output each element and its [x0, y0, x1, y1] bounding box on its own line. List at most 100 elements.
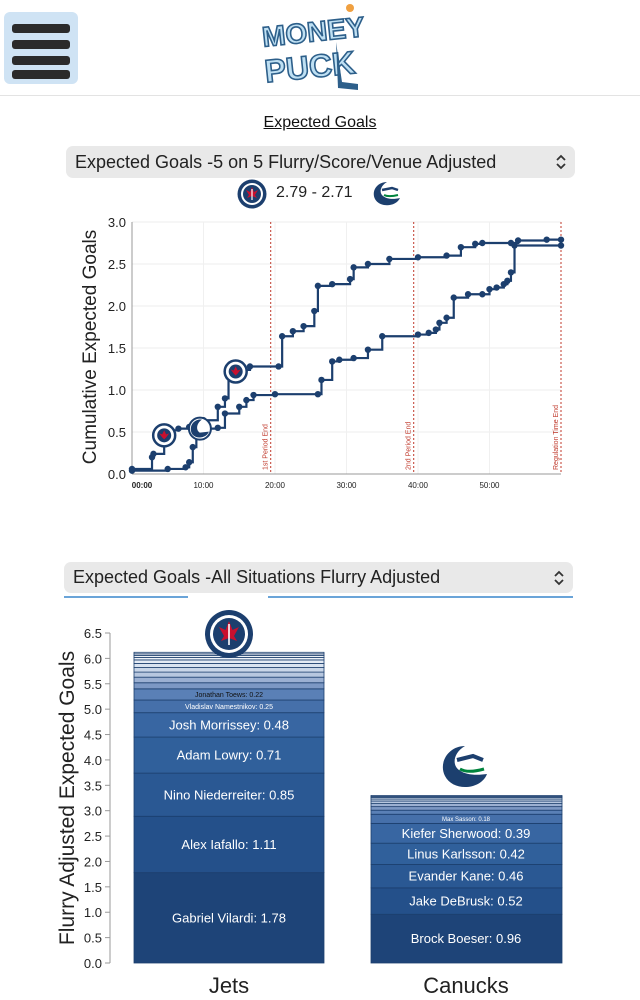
line-chart-y-tick-label: 2.5 — [108, 257, 126, 272]
select-underline-right — [268, 596, 573, 598]
bar-chart-y-tick-label: 3.5 — [84, 778, 102, 793]
period-end-label: Regulation Time End — [553, 405, 560, 470]
shot-point-canucks — [243, 396, 250, 404]
situation-select-top[interactable]: Expected Goals -5 on 5 Flurry/Score/Venu… — [66, 146, 575, 178]
stacked-bar-segment — [133, 667, 325, 673]
shot-point-canucks — [186, 459, 193, 466]
game-score: 2.79 - 2.71 — [276, 184, 353, 201]
bar-chart-y-tick-label: 1.5 — [84, 880, 102, 895]
shot-point-canucks — [425, 329, 432, 337]
shot-point-canucks — [486, 286, 493, 293]
bar-segment-label: Josh Morrissey: 0.48 — [169, 717, 289, 732]
shot-point-canucks — [182, 464, 189, 471]
shot-point-jets — [246, 363, 254, 370]
shot-point-canucks — [189, 443, 196, 451]
line-chart-x-tick-label: 10:00 — [193, 481, 214, 490]
moneypuck-logo[interactable]: MONEY PUCK — [258, 2, 370, 94]
bar-chart-y-tick-label: 6.0 — [84, 651, 102, 666]
stacked-bar-segment — [370, 803, 563, 808]
line-chart-y-tick-label: 0.5 — [108, 425, 126, 440]
bar-chart-y-tick-label: 1.0 — [84, 905, 102, 920]
stacked-bar-segment — [133, 671, 325, 678]
shot-point-canucks — [336, 356, 343, 363]
stacked-bar-segment — [133, 772, 325, 817]
bar-chart-y-tick-label: 0.5 — [84, 931, 102, 946]
line-chart-x-tick-label: 40:00 — [408, 481, 429, 490]
bar-segment-label: Kiefer Sherwood: 0.39 — [402, 826, 531, 841]
bar-chart-y-tick-label: 5.5 — [84, 677, 102, 692]
stacked-bar-segment — [370, 795, 563, 797]
shot-point-canucks — [236, 403, 243, 410]
bar-segment-label: Linus Karlsson: 0.42 — [407, 846, 525, 861]
shot-point-jets — [275, 363, 282, 370]
shot-point-canucks — [436, 319, 443, 326]
shot-point-canucks — [314, 391, 322, 398]
hamburger-menu-icon-bar — [12, 70, 70, 79]
shot-point-canucks — [450, 294, 457, 301]
shot-point-jets — [214, 403, 221, 410]
shot-point-jets — [514, 237, 522, 244]
shot-point-canucks — [507, 269, 515, 276]
shot-point-jets — [329, 280, 336, 288]
line-chart-y-tick-label: 3.0 — [108, 215, 126, 230]
line-chart-x-tick-label: 00:00 — [132, 481, 153, 490]
shot-point-jets — [278, 333, 286, 340]
shot-point-jets — [557, 236, 565, 243]
player-xg-bar-chart: Flurry Adjusted Expected Goals 0.0 0.5 1.0… — [56, 610, 563, 998]
shot-point-canucks — [379, 333, 386, 340]
chevron-updown-icon — [556, 154, 566, 170]
goal-marker-leaf — [159, 430, 170, 440]
score-row: 2.79 - 2.71 — [236, 178, 406, 210]
line-chart-x-tick-label: 20:00 — [265, 481, 286, 490]
shot-point-jets — [300, 322, 307, 330]
jets-logo-icon — [205, 610, 253, 658]
line-chart-y-tick-label: 2.0 — [108, 299, 126, 314]
shot-point-jets — [150, 450, 157, 458]
shot-point-canucks — [350, 354, 357, 362]
shot-point-jets — [479, 239, 486, 247]
stacked-bar-segment — [133, 682, 325, 690]
shot-point-canucks — [464, 291, 472, 298]
shot-point-canucks — [214, 424, 221, 431]
shot-point-jets — [350, 264, 357, 271]
period-end-label: 1st Period End — [263, 424, 270, 470]
shot-point-jets — [221, 395, 229, 402]
shot-point-canucks — [511, 242, 518, 249]
shot-point-jets — [346, 275, 354, 283]
shot-point-jets — [472, 240, 479, 248]
menu-button[interactable] — [4, 12, 78, 84]
shot-point-canucks — [329, 358, 336, 365]
shot-point-canucks — [318, 376, 325, 384]
bar-chart-y-tick-label: 2.5 — [84, 829, 102, 844]
bar-segment-label: Alex Iafallo: 1.11 — [181, 837, 276, 852]
shot-point-canucks — [221, 410, 229, 417]
shot-point-canucks — [479, 291, 486, 298]
bar-chart-category-label: Canucks — [423, 973, 509, 998]
shot-point-canucks — [432, 326, 440, 333]
stacked-bar-segment — [133, 736, 325, 774]
line-chart-y-tick-label: 0.0 — [108, 467, 126, 482]
bar-chart-y-tick-label: 5.0 — [84, 702, 102, 717]
line-chart-x-tick-label: 50:00 — [479, 481, 500, 490]
shot-point-canucks — [271, 391, 279, 398]
bar-chart-category-label: Jets — [209, 973, 249, 998]
bar-chart-y-tick-label: 6.5 — [84, 626, 102, 641]
period-end-label: 2nd Period End — [406, 422, 413, 470]
bar-chart-y-tick-label: 4.5 — [84, 728, 102, 743]
hamburger-menu-icon-bar — [12, 40, 70, 49]
bar-segment-label: Evander Kane: 0.46 — [409, 869, 524, 884]
line-series-jets — [132, 238, 561, 471]
bar-chart-y-axis-label: Flurry Adjusted Expected Goals — [56, 651, 79, 945]
situation-select-bottom-value: Expected Goals -All Situations Flurry Ad… — [73, 567, 441, 587]
shot-point-jets — [364, 260, 372, 268]
expected-goals-link[interactable]: Expected Goals — [263, 114, 377, 131]
shot-point-jets — [386, 255, 393, 263]
shot-point-canucks — [164, 465, 171, 473]
line-chart-y-axis-label: Cumulative Expected Goals — [80, 230, 101, 464]
bar-segment-label: Gabriel Vilardi: 1.78 — [172, 910, 286, 925]
canucks-logo-icon — [190, 419, 209, 438]
bar-chart-y-tick-label: 0.0 — [84, 956, 102, 971]
situation-select-bottom[interactable]: Expected Goals -All Situations Flurry Ad… — [64, 562, 573, 593]
stacked-bar-segment — [133, 815, 325, 874]
shot-point-jets — [289, 328, 297, 335]
